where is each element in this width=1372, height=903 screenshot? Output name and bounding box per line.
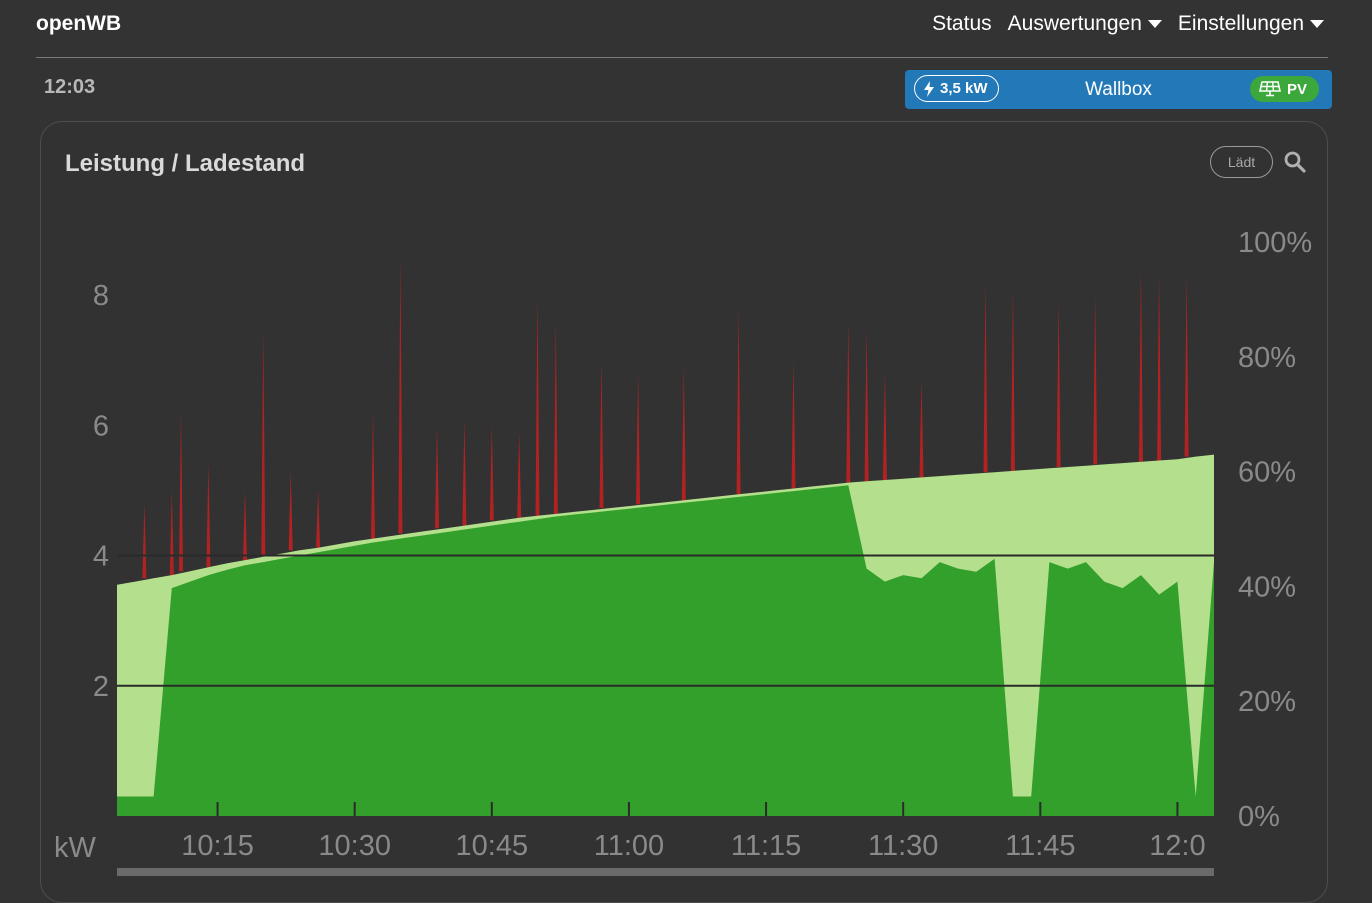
grid-import-spike [983,282,988,473]
grid-import-spike [261,327,266,557]
main-nav: Status Auswertungen Einstellungen [932,12,1324,36]
power-chart-card: Leistung / Ladestand Lädt 10:15 10:30 10:4… [40,121,1328,903]
y-tick-label: 2 [93,671,109,703]
wallbox-label: Wallbox [1085,79,1152,100]
x-tick-label: 12:0 [1149,830,1205,862]
grid-import-spike [846,321,851,483]
grid-import-spike [636,373,641,505]
navbar-divider [36,57,1328,58]
grid-import-spike [179,412,183,572]
y-tick-label: 6 [93,410,109,442]
nav-auswertungen-label: Auswertungen [1007,12,1142,35]
y2-tick-label: 100% [1238,227,1312,259]
grid-import-spike [243,490,247,561]
nav-auswertungen[interactable]: Auswertungen [1008,12,1162,36]
y2-tick-label: 0% [1238,801,1280,833]
grid-import-spike [1184,275,1189,457]
nav-status-label: Status [932,12,992,35]
pv-mode-badge: PV [1249,76,1319,102]
pv-mode-label: PV [1286,80,1307,98]
grid-import-spike [489,425,494,521]
nav-einstellungen-label: Einstellungen [1177,12,1304,35]
nav-status[interactable]: Status [932,12,992,36]
grid-import-spike [169,490,174,576]
grid-import-spike [553,321,558,514]
y2-tick-label: 20% [1238,686,1296,718]
grid-import-spike [599,360,604,508]
grid-import-spike [288,470,293,551]
x-tick-label: 11:15 [731,830,801,862]
navbar: openWB Status Auswertungen Einstellungen [0,0,1372,50]
y-tick-label: 8 [93,280,109,312]
nav-einstellungen[interactable]: Einstellungen [1178,12,1324,36]
grid-import-spike [142,503,147,579]
grid-import-spike [1056,301,1061,467]
grid-import-spike [1010,288,1015,471]
range-navigator [117,868,1214,876]
power-value: 3,5 kW [940,80,988,97]
grid-import-spike [398,256,403,534]
caret-down-icon [1147,20,1162,28]
clock: 12:03 [44,76,96,98]
y2-tick-label: 80% [1238,342,1296,374]
power-badge: 3,5 kW [914,75,999,102]
grid-import-spike [206,464,211,568]
charging-status-badge: Lädt [1210,146,1273,178]
y2-tick-label: 40% [1238,571,1296,603]
x-tick-label: 11:00 [594,830,664,862]
grid-import-spike [1138,269,1143,462]
y-tick-label: 4 [93,541,109,573]
grid-import-spike [864,327,869,482]
grid-import-spike [791,360,796,489]
grid-import-spike [736,308,741,495]
x-tick-label: 10:30 [318,830,391,862]
x-tick-label: 11:45 [1005,830,1075,862]
grid-import-spike [919,379,924,478]
search-icon[interactable] [1283,150,1307,174]
brand-logo[interactable]: openWB [36,12,122,35]
grid-import-spike [316,490,321,548]
caret-down-icon [1310,20,1324,28]
y-unit-label: kW [54,832,97,864]
wallbox-bar[interactable]: 3,5 kW Wallbox PV [905,70,1332,109]
solar-panel-icon [1258,81,1281,97]
grid-import-spike [535,295,540,516]
bolt-icon [924,80,934,97]
y2-tick-label: 60% [1238,457,1296,489]
grid-import-spike [1093,295,1098,465]
x-tick-label: 10:15 [181,830,254,862]
grid-import-spike [462,418,467,526]
grid-import-spike [882,373,887,480]
grid-import-spike [517,431,522,518]
x-tick-label: 11:30 [868,830,938,862]
grid-import-spike [681,366,686,501]
x-tick-label: 10:45 [456,830,529,862]
grid-import-spike [1157,275,1162,461]
card-title: Leistung / Ladestand [65,150,306,177]
grid-import-spike [371,412,375,539]
grid-import-spike [435,425,439,529]
pv-power-area [117,485,1214,816]
power-soc-chart: 10:15 10:30 10:45 11:00 11:15 11:30 11:45 12:0 2… [54,227,1312,876]
